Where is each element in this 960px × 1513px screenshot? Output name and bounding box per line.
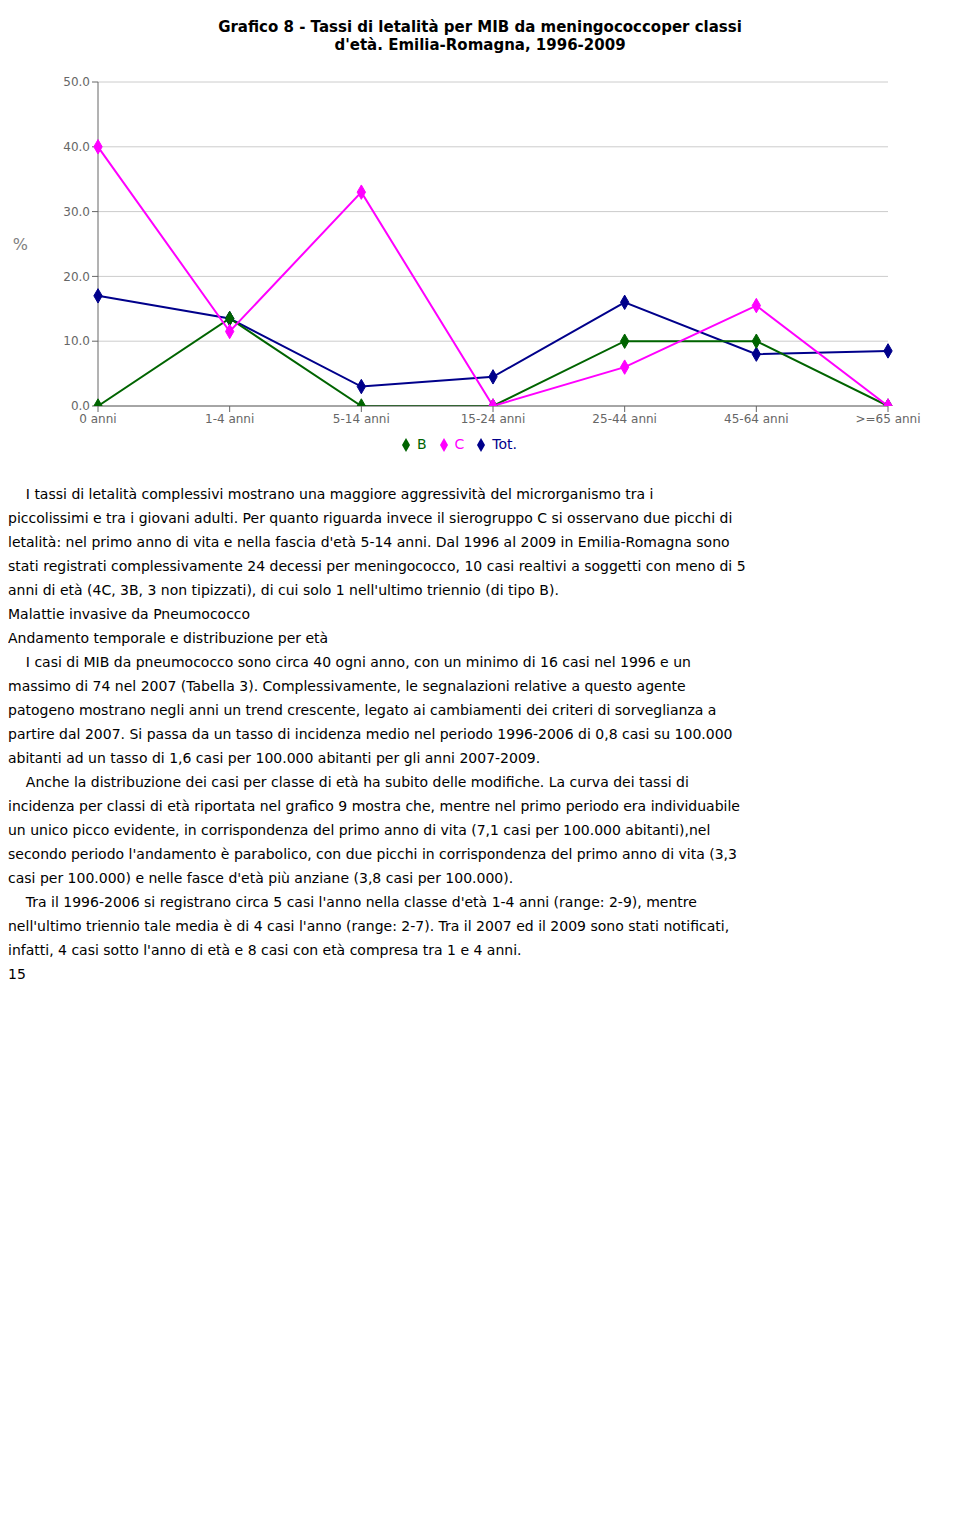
svg-text:30.0: 30.0: [63, 205, 90, 219]
html-text:I casi di MIB da pneumococco s: I casi di MIB da pneumococco sono circa …: [8, 654, 691, 670]
svg-text:40.0: 40.0: [63, 140, 90, 154]
html-text:Andamento temporale e distribu: Andamento temporale e distribuzione per …: [8, 630, 329, 646]
html-text:patogeno mostrano negli anni u: patogeno mostrano negli anni un trend cr…: [8, 702, 717, 718]
svg-text:15-24 anni: 15-24 anni: [461, 412, 526, 426]
svg-text:5-14 anni: 5-14 anni: [333, 412, 390, 426]
svg-text:1-4 anni: 1-4 anni: [205, 412, 254, 426]
svg-text:%: %: [13, 235, 28, 254]
html-text:piccolissimi e tra i giovani a: piccolissimi e tra i giovani adulti. Per…: [8, 510, 733, 526]
svg-text:>=65 anni: >=65 anni: [855, 412, 920, 426]
html-text:abitanti ad un tasso di 1,6 ca: abitanti ad un tasso di 1,6 casi per 100…: [8, 750, 541, 766]
svg-text:10.0: 10.0: [63, 334, 90, 348]
html-text:stati registrati complessivame: stati registrati complessivamente 24 dec…: [8, 558, 746, 574]
svg-text:45-64 anni: 45-64 anni: [724, 412, 789, 426]
html-text:B: B: [417, 436, 427, 452]
html-text:nell'ultimo triennio tale medi: nell'ultimo triennio tale media è di 4 c…: [8, 918, 730, 934]
html-text:infatti, 4 casi sotto l'anno d: infatti, 4 casi sotto l'anno di età e 8 …: [8, 942, 522, 958]
html-text:incidenza per classi di età ri: incidenza per classi di età riportata ne…: [8, 798, 740, 814]
html-text:Malattie invasive da Pneumococ: Malattie invasive da Pneumococco: [8, 606, 251, 622]
html-text:casi per 100.000) e nelle fasc: casi per 100.000) e nelle fasce d'età pi…: [8, 870, 514, 886]
html-text:un unico picco evidente, in co: un unico picco evidente, in corrisponden…: [8, 822, 711, 838]
html-text:C: C: [454, 436, 465, 452]
html-text:secondo periodo l'andamento è: secondo periodo l'andamento è parabolico…: [8, 846, 737, 862]
svg-text:50.0: 50.0: [63, 75, 90, 89]
html-text:Anche la distribuzione dei cas: Anche la distribuzione dei casi per clas…: [8, 774, 689, 790]
html-text:I tassi di letalità complessiv: I tassi di letalità complessivi mostrano…: [8, 486, 654, 502]
html-text:anni di età (4C, 3B, 3 non tip: anni di età (4C, 3B, 3 non tipizzati), d…: [8, 582, 559, 598]
svg-text:25-44 anni: 25-44 anni: [592, 412, 657, 426]
html-text:15: 15: [8, 966, 26, 982]
html-text:letalità: nel primo anno di vi: letalità: nel primo anno di vita e nella…: [8, 534, 730, 550]
html-text:Tra il 1996-2006 si registrano: Tra il 1996-2006 si registrano circa 5 c…: [8, 894, 697, 910]
svg-text:0 anni: 0 anni: [79, 412, 116, 426]
html-text:Tot.: Tot.: [492, 436, 517, 452]
svg-text:20.0: 20.0: [63, 270, 90, 284]
html-text:massimo di 74 nel 2007 (Tabell: massimo di 74 nel 2007 (Tabella 3). Comp…: [8, 678, 686, 694]
html-text:partire dal 2007. Si passa da: partire dal 2007. Si passa da un tasso d…: [8, 726, 733, 742]
html-text:Grafico 8 - Tassi di letalità: Grafico 8 - Tassi di letalità per MIB da…: [218, 18, 742, 54]
svg-text:0.0: 0.0: [71, 399, 90, 413]
